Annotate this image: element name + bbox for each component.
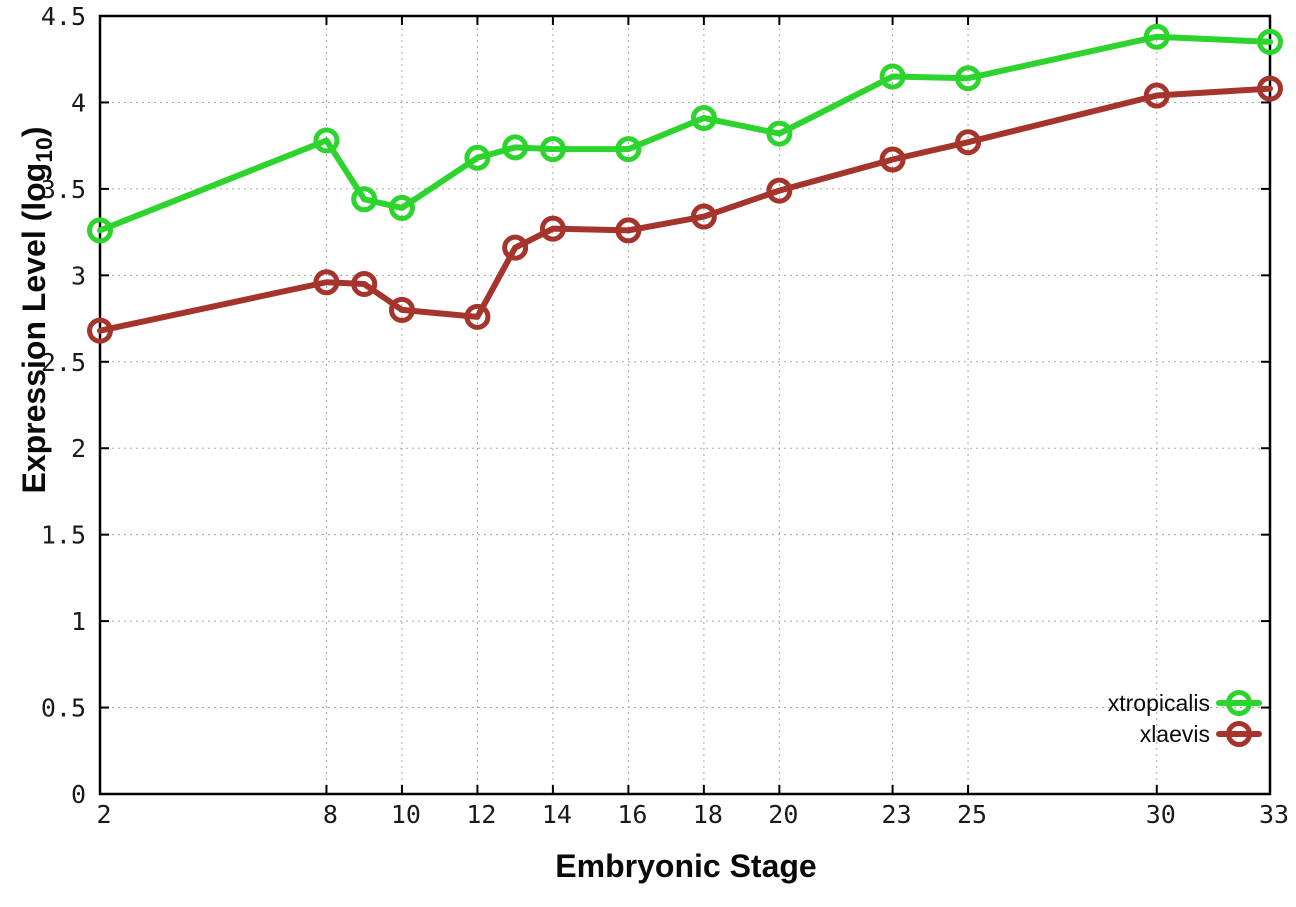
legend-entry-xtropicalis: xtropicalis bbox=[1108, 690, 1262, 716]
data-point-xlaevis bbox=[690, 203, 717, 230]
data-point-xlaevis bbox=[955, 129, 982, 156]
data-point-xtropicalis bbox=[1143, 23, 1170, 50]
data-point-xtropicalis bbox=[388, 194, 415, 221]
legend-marker-sample bbox=[1226, 721, 1252, 747]
plot-border bbox=[98, 14, 1272, 796]
x-tick-label: 33 bbox=[1259, 800, 1289, 829]
data-point-xtropicalis bbox=[464, 144, 491, 171]
data-point-xlaevis bbox=[539, 215, 566, 242]
x-tick-labels: 2 8 10 12 14 16 18 20 23 25 30 33 bbox=[96, 800, 1289, 829]
x-tick-label: 20 bbox=[768, 800, 798, 829]
data-point-xlaevis bbox=[766, 177, 793, 204]
x-tick-label: 10 bbox=[391, 800, 421, 829]
x-tick-label: 18 bbox=[693, 800, 723, 829]
data-point-xlaevis bbox=[879, 146, 906, 173]
y-tick-label: 0 bbox=[71, 780, 86, 809]
legend: xtropicalis xlaevis bbox=[1108, 690, 1262, 747]
data-point-xtropicalis bbox=[690, 105, 717, 132]
data-point-xtropicalis bbox=[502, 134, 529, 161]
data-point-xtropicalis bbox=[955, 65, 982, 92]
x-tick-label: 23 bbox=[882, 800, 912, 829]
data-point-xlaevis bbox=[464, 303, 491, 330]
y-tick-label: 1 bbox=[71, 607, 86, 636]
data-point-xlaevis bbox=[615, 217, 642, 244]
x-tick-label: 30 bbox=[1146, 800, 1176, 829]
y-tick-label: 4.5 bbox=[41, 2, 86, 31]
data-point-xlaevis bbox=[1257, 75, 1283, 102]
data-point-xtropicalis bbox=[615, 136, 642, 163]
data-point-xtropicalis bbox=[539, 136, 566, 163]
data-point-xlaevis bbox=[502, 234, 529, 261]
y-tick-labels: 0 0.5 1 1.5 2 2.5 3 3.5 4 4.5 bbox=[41, 2, 86, 809]
y-tick-label: 0.5 bbox=[41, 694, 86, 723]
y-axis-title-text: Expression Level (log bbox=[15, 162, 52, 494]
y-tick-label: 3 bbox=[71, 261, 86, 290]
data-point-xtropicalis bbox=[87, 217, 113, 244]
data-point-xtropicalis bbox=[313, 127, 340, 154]
data-point-xlaevis bbox=[1143, 82, 1170, 109]
data-point-xlaevis bbox=[388, 296, 415, 323]
y-tick-label: 3.5 bbox=[41, 175, 86, 204]
x-tick-label: 16 bbox=[617, 800, 647, 829]
data-point-xtropicalis bbox=[351, 186, 378, 213]
y-tick-label: 2.5 bbox=[41, 348, 86, 377]
x-tick-label: 2 bbox=[96, 800, 111, 829]
x-tick-label: 12 bbox=[466, 800, 496, 829]
y-tick-label: 2 bbox=[71, 434, 86, 463]
series-xtropicalis-line bbox=[97, 33, 1273, 234]
data-point-xtropicalis bbox=[766, 120, 793, 147]
legend-label: xtropicalis bbox=[1108, 690, 1210, 716]
x-axis-title: Embryonic Stage bbox=[555, 848, 817, 884]
legend-marker-sample bbox=[1226, 690, 1252, 716]
y-tick-label: 4 bbox=[71, 88, 86, 117]
data-point-xlaevis bbox=[313, 269, 340, 296]
y-axis-title: Expression Level (log10) bbox=[16, 126, 58, 493]
x-tick-label: 8 bbox=[323, 800, 338, 829]
gridlines bbox=[99, 15, 1271, 795]
data-point-xtropicalis bbox=[879, 63, 906, 90]
y-tick-label: 1.5 bbox=[41, 521, 86, 550]
data-point-xlaevis bbox=[351, 270, 378, 297]
x-tick-label: 25 bbox=[957, 800, 987, 829]
tick-marks bbox=[99, 15, 1271, 795]
series-xtropicalis bbox=[87, 23, 1283, 244]
y-axis-title-subscript: 10 bbox=[31, 137, 58, 163]
x-tick-label: 14 bbox=[542, 800, 572, 829]
data-point-xtropicalis bbox=[1257, 28, 1283, 55]
legend-label: xlaevis bbox=[1140, 721, 1210, 747]
series-xlaevis bbox=[87, 75, 1283, 344]
data-point-xlaevis bbox=[87, 317, 113, 344]
legend-entry-xlaevis: xlaevis bbox=[1140, 721, 1262, 747]
y-axis-title-close: ) bbox=[15, 126, 52, 138]
